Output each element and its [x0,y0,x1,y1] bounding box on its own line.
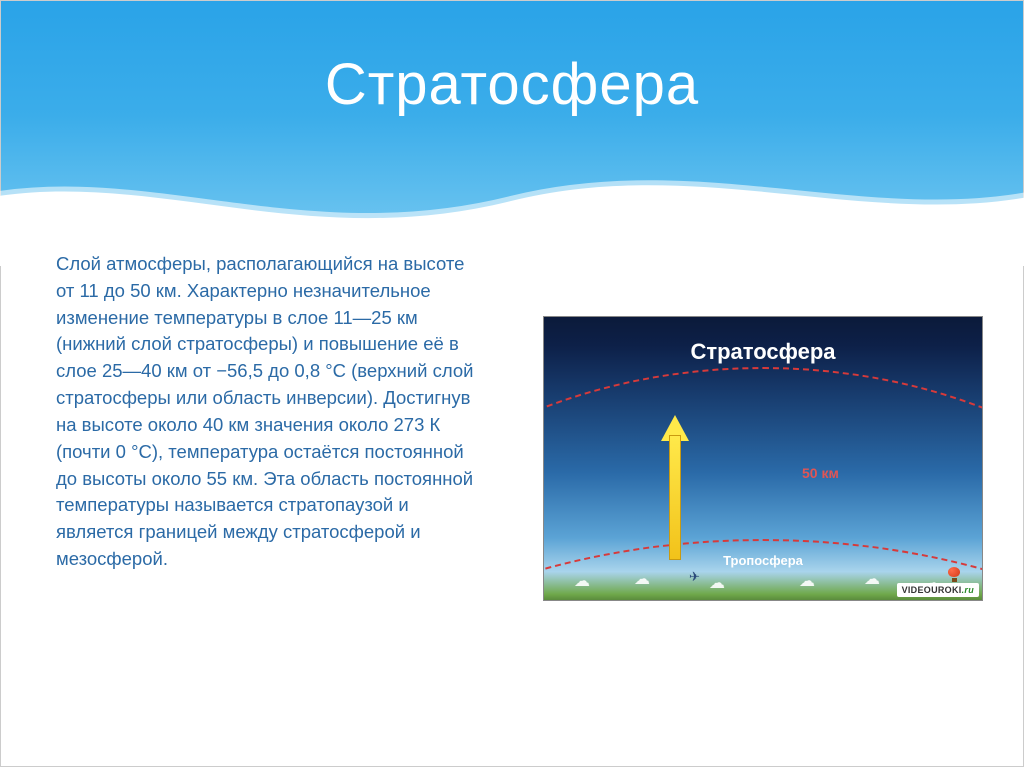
header-wave [0,146,1024,266]
slide-title: Стратосфера [1,51,1023,118]
watermark-text: VIDEOUROKI [902,585,962,595]
arrow-stem [669,435,681,560]
distance-label: 50 км [802,465,839,481]
altitude-arrow [664,415,686,560]
stratosphere-diagram: Стратосфера 50 км Тропосфера ☁ ☁ ✈ ☁ ☁ ☁… [543,316,983,601]
cloud-icon: ☁ [574,571,590,591]
balloon-icon [948,567,960,581]
watermark-suffix: .ru [962,585,974,595]
cloud-icon: ☁ [864,569,880,589]
cloud-icon: ☁ [634,569,650,589]
body-paragraph: Слой атмосферы, располагающийся на высот… [56,251,486,573]
airplane-icon: ✈ [689,569,700,585]
troposphere-label: Тропосфера [544,553,982,568]
cloud-icon: ☁ [709,573,725,593]
diagram-title: Стратосфера [544,339,982,365]
cloud-icon: ☁ [799,571,815,591]
watermark: VIDEOUROKI.ru [897,583,979,597]
